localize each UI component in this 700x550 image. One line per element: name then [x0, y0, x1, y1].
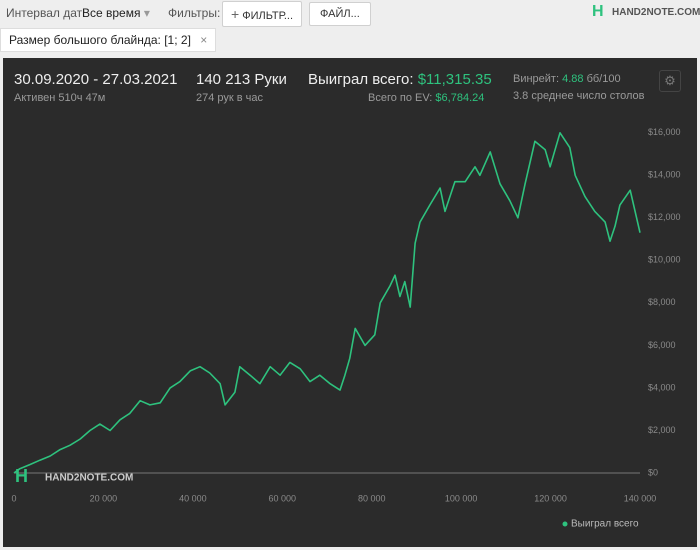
chart: $0 $2,000 $4,000 $6,000 $8,000 $10,000 $12,000… — [11, 127, 681, 530]
hands-per-hour: 274 рук в час — [196, 92, 264, 104]
watermark: HAND2NOTE.COM — [45, 473, 133, 484]
logo-icon: H — [592, 3, 604, 20]
file-button[interactable]: ФАЙЛ... — [309, 2, 371, 26]
won-value: $11,315.35 — [417, 71, 492, 88]
y-tick-label: $16,000 — [648, 127, 681, 137]
line — [13, 132, 641, 474]
y-tick-label: $4,000 — [648, 382, 676, 392]
hands: 140 213 Руки — [196, 71, 287, 88]
filter-button[interactable]: + ФИЛЬТР... — [222, 1, 303, 27]
ev-value: $6,784.24 — [435, 92, 485, 104]
file-button-text: ФАЙЛ... — [320, 8, 360, 20]
legend-label: Выиграл всего — [571, 519, 639, 530]
date-select[interactable]: Все время ▾ — [82, 6, 150, 20]
y-tick-label: $0 — [648, 467, 658, 477]
y-tick-label: $12,000 — [648, 212, 681, 222]
active-time: Активен 510ч 47м — [14, 92, 106, 104]
y-tick-label: $14,000 — [648, 170, 681, 180]
y-tick-label: $10,000 — [648, 255, 681, 265]
y-tick-label: $6,000 — [648, 340, 676, 350]
filter-chip[interactable]: Размер большого блайнда: [1; 2] × — [0, 28, 217, 52]
tables: 3.8 среднее число столов — [513, 90, 645, 102]
settings-button[interactable]: ⚙ — [659, 70, 681, 92]
filter-button-text: ФИЛЬТР... — [242, 10, 294, 22]
x-tick-label: 40 000 — [179, 493, 207, 503]
winrate-label: Винрейт: — [513, 73, 560, 85]
x-tick-label: 100 000 — [445, 493, 478, 503]
x-tick-label: 60 000 — [269, 493, 297, 503]
won-label: Выиграл всего: — [308, 71, 414, 88]
date-value: Все время — [82, 6, 141, 20]
winrate-unit: бб/100 — [586, 73, 621, 85]
winrate-value: 4.88 — [562, 73, 584, 85]
x-tick-label: 80 000 — [358, 493, 386, 503]
legend-marker — [562, 521, 568, 527]
x-tick-label: 0 — [11, 493, 16, 503]
logo: HAND2NOTE.COM — [612, 7, 700, 18]
filters-label: Фильтры: — [168, 6, 221, 20]
date-label: Интервал дат: — [6, 6, 86, 20]
ev-label: Всего по EV: — [368, 92, 433, 104]
panel: 30.09.2020 - 27.03.2021 Активен 510ч 47м… — [3, 58, 697, 547]
period: 30.09.2020 - 27.03.2021 — [14, 71, 178, 88]
y-tick-label: $8,000 — [648, 297, 676, 307]
x-tick-label: 140 000 — [624, 493, 657, 503]
y-tick-label: $2,000 — [648, 425, 676, 435]
chip-text: Размер большого блайнда: [1; 2] — [9, 33, 191, 47]
x-tick-label: 20 000 — [90, 493, 118, 503]
x-tick-label: 120 000 — [534, 493, 567, 503]
